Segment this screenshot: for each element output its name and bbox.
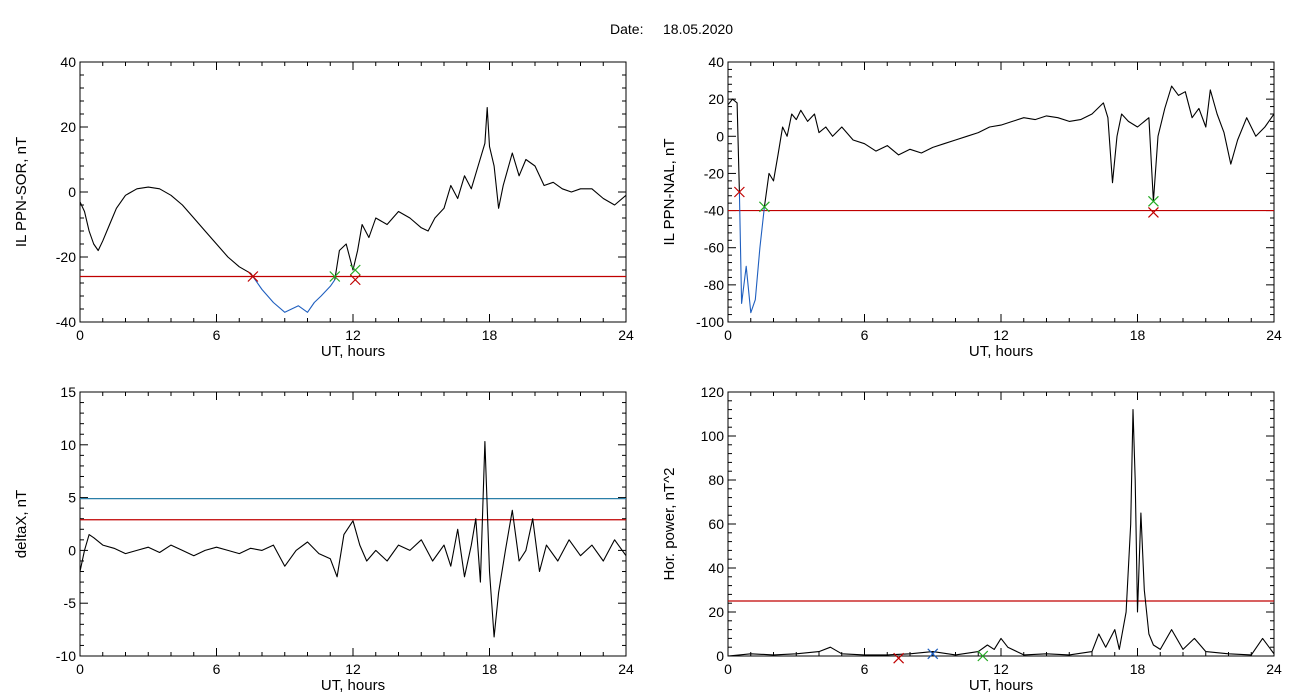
cross-marker <box>733 186 745 198</box>
y-axis-label: Hor. power, nT^2 <box>661 468 678 581</box>
y-tick-label: 10 <box>60 437 76 453</box>
y-tick-label: -100 <box>696 314 724 330</box>
x-tick-label: 6 <box>861 661 869 677</box>
x-axis-label: UT, hours <box>969 343 1033 360</box>
series-group <box>728 85 1274 314</box>
date-label: Date: <box>610 21 643 37</box>
y-tick-label: 5 <box>68 490 76 506</box>
x-tick-label: 12 <box>993 661 1009 677</box>
x-tick-label: 18 <box>1130 661 1146 677</box>
cross-marker <box>1148 195 1159 207</box>
y-tick-label: 80 <box>708 472 724 488</box>
x-tick-label: 18 <box>482 327 498 343</box>
series-group <box>728 409 1274 656</box>
x-axis-label: UT, hours <box>321 677 385 694</box>
y-tick-label: 100 <box>701 428 725 444</box>
y-tick-label: 0 <box>716 128 724 144</box>
cross-marker <box>977 650 989 662</box>
x-tick-label: 12 <box>345 661 361 677</box>
y-tick-label: -80 <box>704 277 724 293</box>
cross-marker <box>349 274 361 286</box>
x-tick-label: 6 <box>861 327 869 343</box>
x-tick-label: 24 <box>1266 661 1282 677</box>
series-line <box>728 98 740 193</box>
series-line <box>80 186 254 277</box>
series-group <box>80 106 626 313</box>
cross-marker <box>247 271 259 282</box>
y-tick-label: 0 <box>68 542 76 558</box>
y-tick-label: 0 <box>68 184 76 200</box>
y-tick-label: -20 <box>56 249 76 265</box>
y-tick-label: -60 <box>704 240 724 256</box>
x-tick-label: 6 <box>213 661 221 677</box>
x-tick-label: 0 <box>724 661 732 677</box>
plot-frame <box>79 391 627 657</box>
x-tick-label: 0 <box>724 327 732 343</box>
y-tick-label: -10 <box>56 648 76 664</box>
series-line <box>738 191 765 314</box>
y-tick-label: 60 <box>708 516 724 532</box>
x-tick-label: 18 <box>482 661 498 677</box>
cross-marker <box>893 652 905 664</box>
cross-marker <box>1148 207 1159 218</box>
series-line <box>728 409 1274 656</box>
x-tick-label: 24 <box>618 327 634 343</box>
cross-marker <box>927 648 939 660</box>
panel-deltax: 0 6 12 18 24 -10 -5 0 5 10 15 UT, hours deltaX, nT <box>13 384 634 694</box>
x-tick-label: 24 <box>618 661 634 677</box>
x-tick-label: 12 <box>345 327 361 343</box>
y-tick-label: 120 <box>701 384 725 400</box>
y-tick-label: -20 <box>704 165 724 181</box>
series-group <box>80 441 626 638</box>
y-tick-label: 40 <box>60 54 76 70</box>
x-tick-label: 18 <box>1130 327 1146 343</box>
y-tick-label: 20 <box>60 119 76 135</box>
plot-frame <box>727 61 1275 323</box>
plot-frame <box>727 391 1275 657</box>
panel-sor: 0 6 12 18 24 -40 -20 0 20 40 UT, hours IL PPN-SOR, … <box>13 54 634 360</box>
x-tick-label: 12 <box>993 327 1009 343</box>
panel-power: 0 6 12 18 24 0 20 40 60 80 100 120 UT, hours Hor. pow… <box>661 384 1282 694</box>
y-axis-label: IL PPN-NAL, nT <box>661 139 678 246</box>
y-tick-label: -40 <box>704 203 724 219</box>
x-tick-label: 6 <box>213 327 221 343</box>
series-line <box>334 106 626 280</box>
y-axis-label: IL PPN-SOR, nT <box>13 137 30 247</box>
series-line <box>763 85 1274 207</box>
y-tick-label: -40 <box>56 314 76 330</box>
y-tick-label: 40 <box>708 560 724 576</box>
y-tick-label: -5 <box>64 595 77 611</box>
x-tick-label: 0 <box>76 327 84 343</box>
cross-marker <box>758 201 770 213</box>
panel-nal: 0 6 12 18 24 -100 -80 -60 -40 -20 0 20 40 UT, hours IL… <box>661 54 1282 360</box>
y-tick-label: 0 <box>716 648 724 664</box>
plot-frame <box>79 61 627 323</box>
x-tick-label: 0 <box>76 661 84 677</box>
y-axis-label: deltaX, nT <box>13 490 30 558</box>
x-axis-label: UT, hours <box>321 343 385 360</box>
y-tick-label: 20 <box>708 604 724 620</box>
cross-marker <box>329 271 341 282</box>
series-line <box>252 276 336 313</box>
cross-marker <box>349 264 361 276</box>
date-value: 18.05.2020 <box>663 21 733 37</box>
x-axis-label: UT, hours <box>969 677 1033 694</box>
x-tick-label: 24 <box>1266 327 1282 343</box>
y-tick-label: 15 <box>60 384 76 400</box>
y-tick-label: 40 <box>708 54 724 70</box>
y-tick-label: 20 <box>708 91 724 107</box>
series-line <box>80 441 626 638</box>
